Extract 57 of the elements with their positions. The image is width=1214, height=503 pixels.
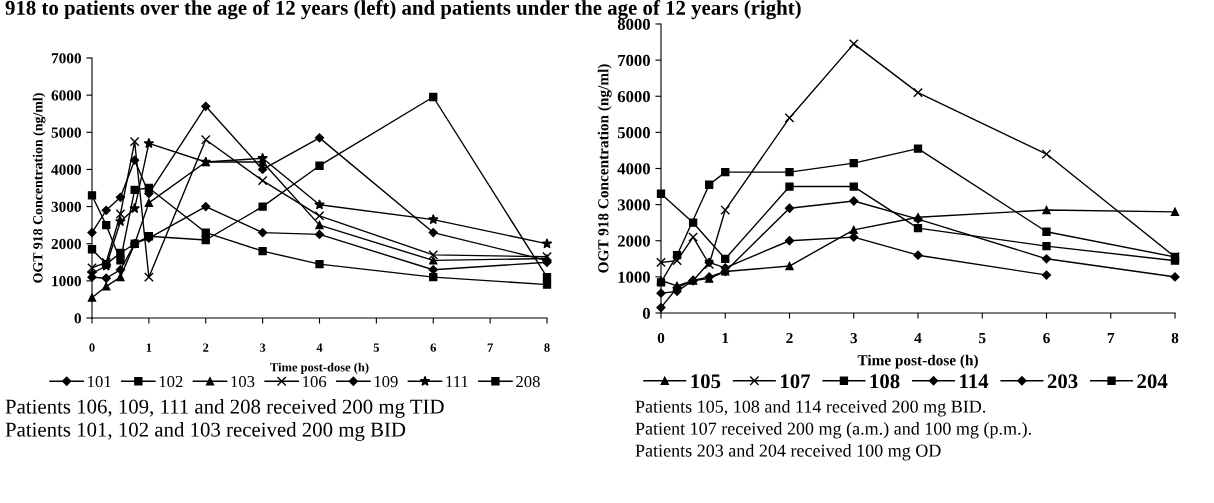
y-tick-label: 3000 — [51, 201, 81, 213]
legend-label: 105 — [691, 374, 721, 389]
y-tick-label: 6000 — [51, 90, 81, 101]
legend-label: 102 — [159, 375, 183, 388]
legend-label: 108 — [870, 374, 900, 389]
x-tick-label: 6 — [430, 343, 437, 352]
x-tick-label: 8 — [1171, 332, 1179, 344]
y-axis-title: OGT 918 Concentration (ng/ml) — [597, 64, 612, 273]
legend-label: 203 — [1047, 374, 1078, 389]
x-tick-label: 3 — [850, 332, 858, 344]
text: Patients 101, 102 and 103 received 200 mg BID — [5, 422, 406, 441]
legend-label: 114 — [960, 374, 989, 389]
x-tick-label: 2 — [203, 343, 209, 352]
y-tick-label: 0 — [642, 307, 650, 319]
y-tick-label: 4000 — [51, 164, 81, 175]
y-axis-title: OGT 918 Concentration (ng/ml) — [32, 93, 46, 283]
text: Patients 203 and 204 received 100 mg OD — [635, 444, 941, 461]
y-tick-label: 7000 — [618, 54, 650, 67]
y-tick-label: 2000 — [51, 238, 81, 250]
x-tick-label: 6 — [1043, 332, 1050, 344]
legend-label: 106 — [303, 375, 327, 388]
x-tick-label: 2 — [786, 332, 793, 344]
y-tick-label: 5000 — [617, 127, 650, 139]
x-axis-title: Time post-dose (h) — [270, 362, 369, 375]
x-tick-label: 0 — [657, 332, 665, 344]
x-tick-label: 8 — [544, 343, 550, 352]
x-tick-label: 4 — [316, 343, 323, 352]
y-tick-label: 2000 — [617, 235, 650, 247]
y-tick-label: 1000 — [618, 271, 650, 283]
x-tick-label: 0 — [89, 343, 95, 352]
x-tick-label: 7 — [1107, 333, 1115, 344]
legend-label: 111 — [446, 376, 468, 388]
text: Patient 107 received 200 mg (a.m.) and 100 mg (p.m.). — [635, 422, 1031, 439]
x-tick-label: 7 — [487, 343, 493, 352]
x-tick-label: 1 — [146, 343, 152, 352]
y-tick-label: 1000 — [52, 276, 81, 287]
legend-label: 109 — [374, 375, 398, 388]
text: Patients 105, 108 and 114 received 200 mg BID. — [635, 400, 986, 417]
legend-label: 107 — [781, 374, 811, 389]
y-tick-label: 6000 — [617, 90, 650, 103]
x-tick-label: 5 — [979, 333, 986, 344]
x-tick-label: 4 — [914, 332, 922, 344]
x-axis-title: Time post-dose (h) — [857, 354, 978, 369]
legend-label: 103 — [231, 375, 255, 388]
legend-label: 204 — [1137, 374, 1168, 389]
y-tick-label: 4000 — [617, 163, 650, 175]
x-tick-label: 5 — [373, 343, 380, 352]
y-tick-label: 8000 — [617, 18, 650, 30]
y-tick-label: 7000 — [51, 53, 81, 64]
x-tick-label: 1 — [722, 332, 729, 344]
y-tick-label: 0 — [74, 313, 81, 324]
legend-label: 101 — [88, 375, 111, 388]
y-tick-label: 3000 — [617, 199, 650, 211]
legend-label: 208 — [516, 375, 540, 388]
y-tick-label: 5000 — [51, 127, 81, 138]
x-tick-label: 3 — [259, 343, 266, 352]
text: Patients 106, 109, 111 and 208 received 200 mg TID — [5, 399, 444, 418]
